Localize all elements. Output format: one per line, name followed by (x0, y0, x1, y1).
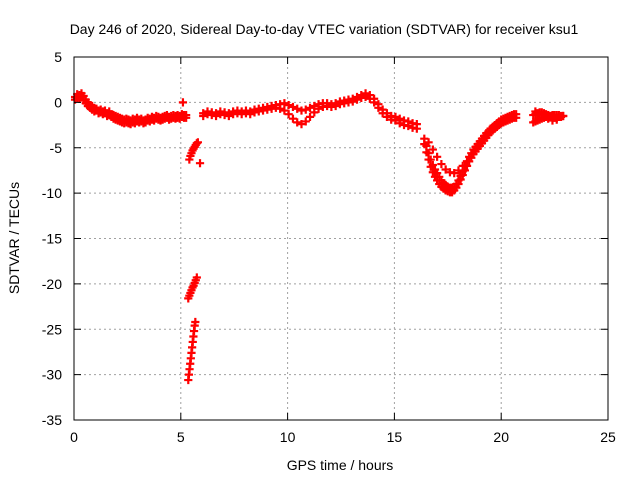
data-point (305, 103, 315, 112)
data-point (422, 148, 431, 157)
data-point (441, 165, 450, 174)
data-point (454, 166, 463, 175)
data-point (280, 99, 289, 108)
data-point (193, 138, 202, 147)
data-point (382, 112, 392, 121)
series-descending-arc-1 (185, 138, 202, 164)
axis-ticks (73, 56, 609, 421)
data-point (284, 110, 293, 119)
data-point (211, 111, 221, 121)
data-point (246, 110, 255, 119)
data-point (424, 155, 433, 164)
data-points (70, 89, 568, 385)
data-point (195, 159, 205, 168)
data-point (301, 117, 310, 126)
data-point (424, 138, 433, 147)
y-tick-label: -10 (42, 185, 62, 201)
data-point (462, 157, 472, 166)
data-point (331, 101, 340, 111)
data-point (458, 170, 467, 180)
data-point (182, 113, 191, 122)
series-descending-arc-2 (184, 273, 201, 303)
y-tick-label: -15 (42, 231, 62, 247)
data-point (293, 104, 302, 113)
x-axis-title: GPS time / hours (287, 457, 394, 473)
data-point (178, 98, 188, 107)
data-point (352, 95, 362, 104)
x-tick-label: 0 (70, 429, 78, 445)
data-point (426, 162, 435, 171)
y-tick-label: -5 (50, 140, 63, 156)
x-tick-label: 5 (177, 429, 185, 445)
data-point (391, 116, 400, 125)
y-tick-label: 0 (54, 94, 62, 110)
data-point (310, 101, 319, 111)
data-point (433, 152, 442, 161)
data-point (374, 103, 383, 112)
data-point (305, 112, 315, 121)
data-point (395, 119, 404, 128)
data-point (535, 108, 544, 117)
data-point (297, 120, 306, 129)
data-point (539, 110, 549, 119)
y-axis-title: SDTVAR / TECUs (6, 182, 22, 294)
data-point (365, 94, 374, 103)
y-tick-label: -35 (42, 412, 62, 428)
y-tick-label: -30 (42, 367, 62, 383)
data-point (310, 108, 319, 117)
data-point (458, 161, 467, 170)
series-descending-arc-3 (184, 317, 200, 385)
y-tick-label: -20 (42, 276, 62, 292)
data-point (288, 102, 298, 112)
data-point (192, 273, 201, 282)
x-tick-label: 10 (280, 429, 296, 445)
data-point (454, 179, 463, 189)
data-point (348, 97, 357, 106)
data-point (552, 115, 561, 124)
data-point (456, 175, 465, 184)
data-point (301, 105, 310, 114)
series-band-c (178, 98, 561, 178)
data-point (420, 140, 429, 149)
data-point (280, 106, 289, 115)
x-tick-labels: 0 5 10 15 20 25 (70, 429, 616, 445)
data-point (199, 111, 208, 121)
data-point (370, 98, 379, 107)
data-point (404, 121, 413, 131)
data-point (378, 109, 387, 118)
y-tick-label: 5 (54, 49, 62, 65)
data-point (314, 104, 323, 113)
series-band-b (70, 92, 568, 197)
data-point (276, 104, 285, 113)
data-point (361, 92, 370, 102)
data-point (460, 166, 469, 175)
data-point (544, 114, 553, 123)
data-point (284, 100, 293, 110)
data-point (450, 169, 459, 178)
data-point (437, 159, 446, 169)
data-point (428, 168, 437, 177)
data-point (288, 114, 298, 123)
chart-title: Day 246 of 2020, Sidereal Day-to-day VTE… (70, 21, 579, 37)
y-tick-label: -25 (42, 321, 62, 337)
data-point (191, 317, 200, 327)
x-tick-label: 20 (493, 429, 509, 445)
data-point (512, 113, 521, 122)
data-point (293, 118, 302, 127)
x-tick-label: 15 (387, 429, 403, 445)
data-point (412, 124, 421, 133)
data-point (428, 145, 437, 154)
grid-lines (74, 57, 608, 420)
data-point (224, 111, 233, 121)
data-point (559, 111, 568, 121)
y-tick-labels: 5 0 -5 -10 -15 -20 -25 -30 -35 (42, 49, 62, 428)
x-tick-label: 25 (600, 429, 616, 445)
